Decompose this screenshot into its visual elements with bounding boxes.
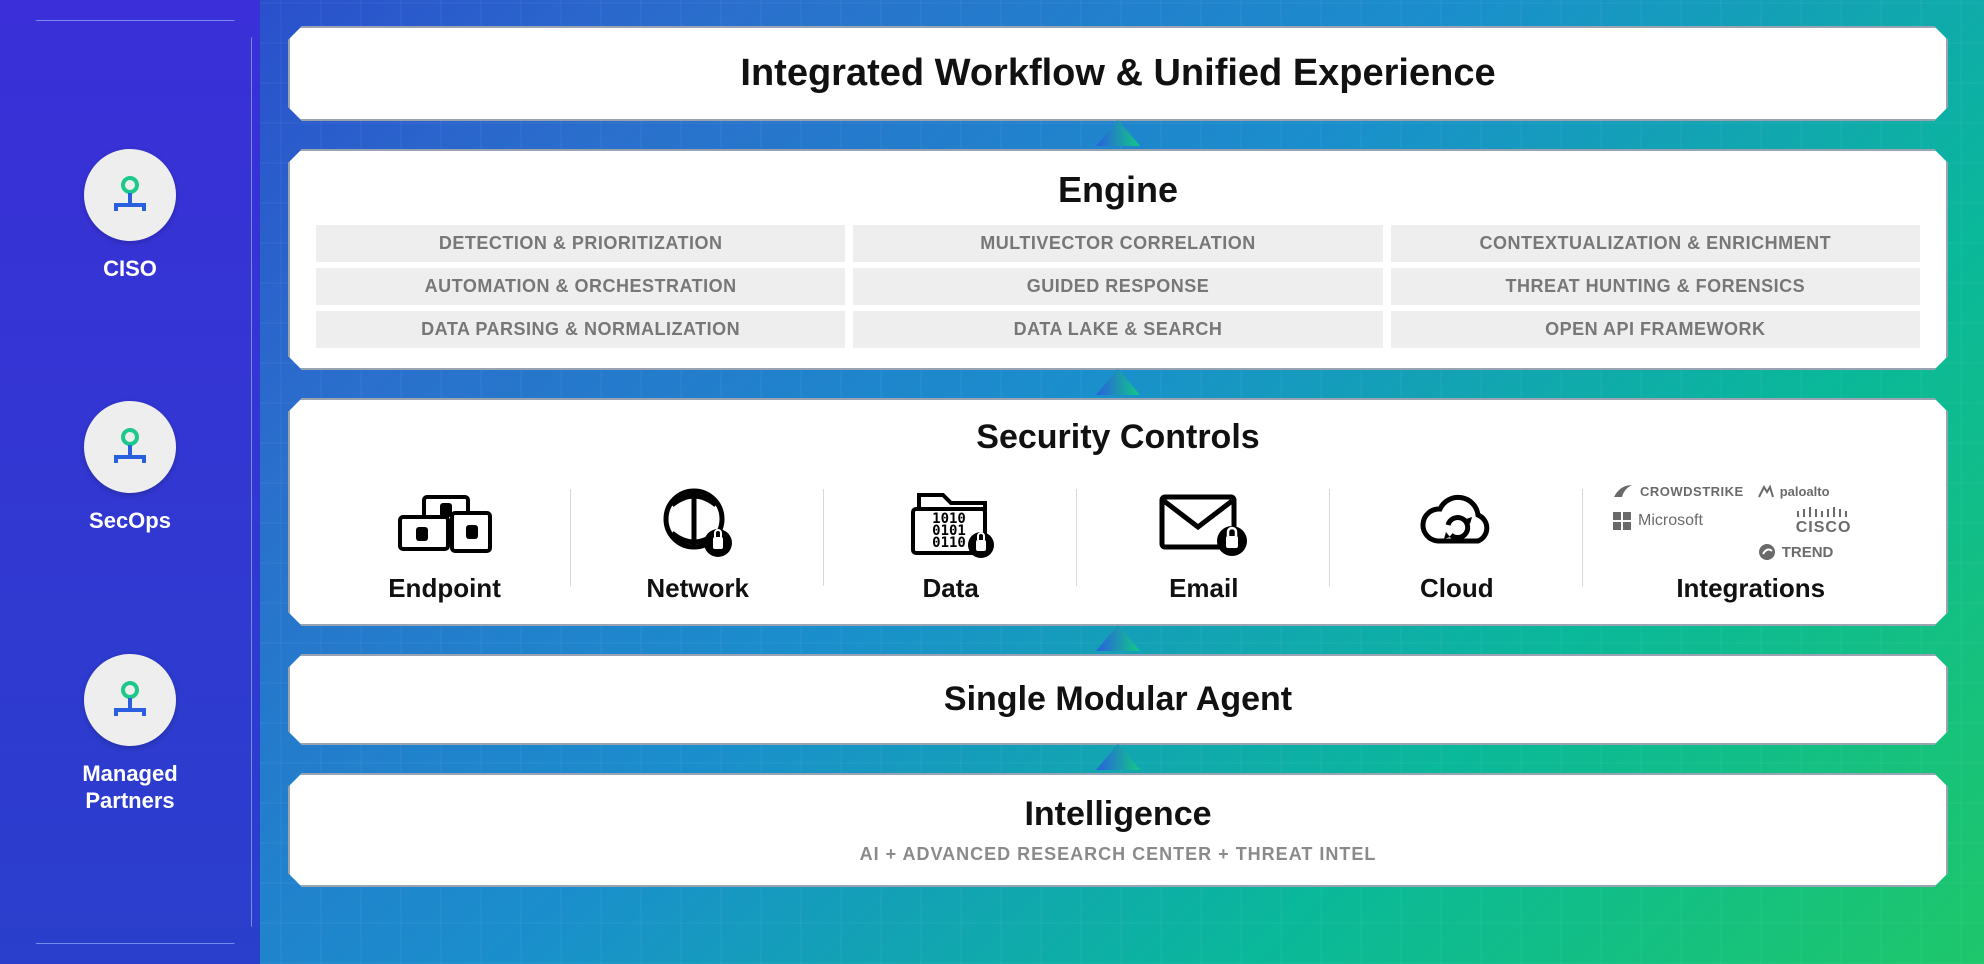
svg-text:1010: 1010 [932, 511, 966, 527]
controls-row: Endpoint Network [314, 471, 1922, 610]
logo-trendmicro: TREND [1758, 543, 1890, 561]
email-icon [1154, 487, 1254, 561]
control-data: 0101 1010 0110 Data [824, 477, 1077, 610]
control-label: Cloud [1420, 573, 1494, 604]
control-label: Network [646, 573, 749, 604]
logo-text: CROWDSTRIKE [1640, 484, 1744, 499]
control-label: Data [923, 573, 979, 604]
control-label: Integrations [1676, 573, 1825, 604]
panel-intelligence: Intelligence AI + ADVANCED RESEARCH CENT… [288, 773, 1948, 887]
panel-engine: Engine DETECTION & PRIORITIZATION MULTIV… [288, 149, 1948, 370]
cloud-icon [1412, 489, 1502, 561]
panel-title: Engine [314, 165, 1922, 221]
sidebar-border [36, 20, 252, 944]
control-integrations: CROWDSTRIKE paloalto Microsoft [1583, 477, 1918, 610]
engine-grid: DETECTION & PRIORITIZATION MULTIVECTOR C… [314, 221, 1922, 354]
engine-cell: DETECTION & PRIORITIZATION [316, 225, 845, 262]
personas-sidebar: CISO SecOps Managed Partners [0, 0, 260, 964]
panel-title: Intelligence [314, 789, 1922, 844]
logo-text: TREND [1782, 544, 1834, 561]
panel-agent: Single Modular Agent [288, 654, 1948, 745]
layers-main: Integrated Workflow & Unified Experience… [260, 0, 1984, 964]
engine-cell: GUIDED RESPONSE [853, 268, 1382, 305]
control-label: Email [1169, 573, 1238, 604]
logo-cisco: CISCO [1758, 505, 1890, 537]
engine-cell: THREAT HUNTING & FORENSICS [1391, 268, 1920, 305]
connector-arrow [288, 626, 1948, 654]
connector-arrow [288, 745, 1948, 773]
logo-paloalto: paloalto [1758, 484, 1890, 499]
logo-text: paloalto [1780, 484, 1830, 499]
control-cloud: Cloud [1330, 477, 1583, 610]
logo-crowdstrike: CROWDSTRIKE [1612, 483, 1744, 499]
engine-cell: DATA LAKE & SEARCH [853, 311, 1382, 348]
engine-cell: OPEN API FRAMEWORK [1391, 311, 1920, 348]
engine-cell: MULTIVECTOR CORRELATION [853, 225, 1382, 262]
control-endpoint: Endpoint [318, 477, 571, 610]
svg-text:0110: 0110 [932, 535, 966, 551]
logo-microsoft: Microsoft [1612, 511, 1744, 531]
engine-cell: CONTEXTUALIZATION & ENRICHMENT [1391, 225, 1920, 262]
panel-security-controls: Security Controls Endpoint [288, 398, 1948, 626]
control-label: Endpoint [388, 573, 501, 604]
logo-text: CISCO [1796, 519, 1852, 537]
data-icon: 0101 1010 0110 [903, 485, 999, 561]
panel-title: Integrated Workflow & Unified Experience [314, 42, 1922, 105]
engine-cell: DATA PARSING & NORMALIZATION [316, 311, 845, 348]
panel-title: Security Controls [314, 414, 1922, 471]
connector-arrow [288, 370, 1948, 398]
endpoint-icon [390, 491, 500, 561]
integration-logos: CROWDSTRIKE paloalto Microsoft [1612, 483, 1889, 561]
panel-workflow: Integrated Workflow & Unified Experience [288, 26, 1948, 121]
network-icon [658, 485, 738, 561]
control-network: Network [571, 477, 824, 610]
panel-title: Single Modular Agent [314, 670, 1922, 729]
diagram-frame: CISO SecOps Managed Partners [0, 0, 1984, 964]
control-email: Email [1077, 477, 1330, 610]
connector-arrow [288, 121, 1948, 149]
engine-cell: AUTOMATION & ORCHESTRATION [316, 268, 845, 305]
panel-subtitle: AI + ADVANCED RESEARCH CENTER + THREAT I… [314, 844, 1922, 871]
logo-text: Microsoft [1638, 512, 1703, 530]
